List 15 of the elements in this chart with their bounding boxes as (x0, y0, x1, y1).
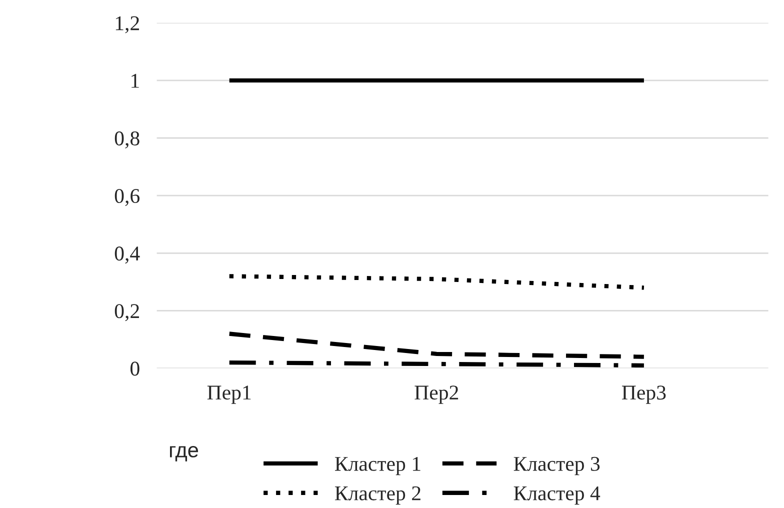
y-tick-label: 1,2 (116, 16, 139, 34)
legend-label: Кластер 2 (334, 486, 420, 505)
y-tick-label: 0,4 (114, 246, 140, 264)
x-tick-label: Пер1 (207, 386, 251, 404)
legend-label: Кластер 1 (334, 456, 420, 476)
x-tick-label: Пер3 (622, 386, 666, 404)
legend-label: Кластер 3 (514, 456, 600, 476)
y-tick-label: 0,8 (114, 131, 140, 148)
y-tick-label: 0,2 (114, 304, 139, 322)
y-tick-label: 0,6 (114, 188, 140, 206)
x-tick-label: Пер2 (414, 386, 458, 404)
y-tick-label: 1 (132, 74, 139, 88)
y-tick-label: 0 (130, 362, 140, 376)
legend-label: Кластер 4 (514, 486, 600, 505)
text: где (170, 446, 198, 462)
